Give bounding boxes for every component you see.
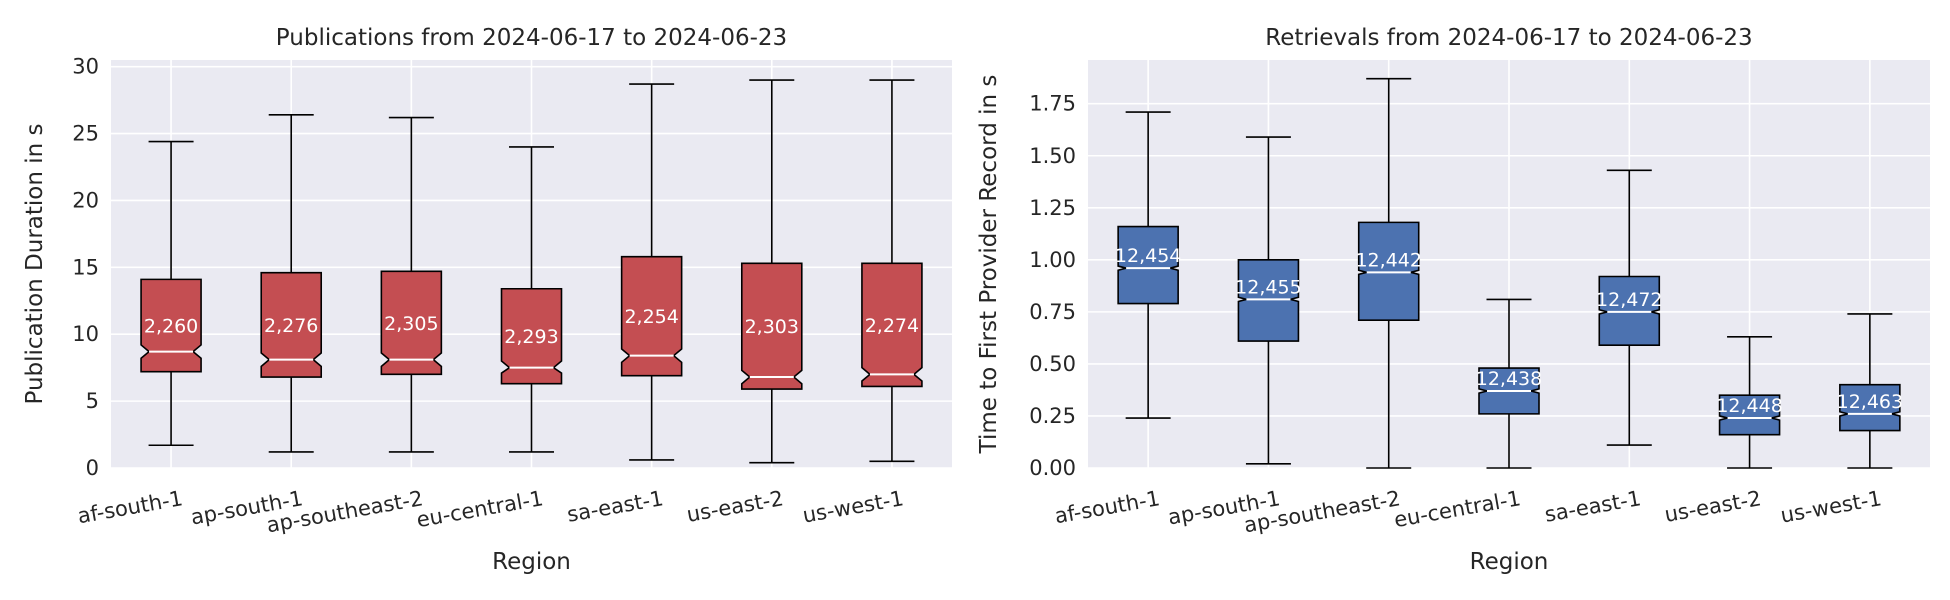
count-label: 12,442: [1355, 249, 1421, 271]
box-ap-southeast-2: [1357, 221, 1420, 322]
chart-panel-2: 0.00 0.25 0.50 0.75 1.00 1.25 1.50 1.75 af-south…: [976, 25, 1930, 575]
x-tick-label: af-south-1: [1053, 486, 1162, 528]
box-eu-central-1: [500, 287, 563, 385]
y-tick-label: 25: [72, 122, 99, 146]
count-label: 2,293: [504, 326, 558, 348]
count-label: 12,438: [1476, 368, 1542, 390]
y-tick-label: 5: [86, 389, 99, 413]
box-us-east-2: [740, 262, 803, 390]
box-us-west-1: [861, 262, 923, 388]
y-tick-label: 1.00: [1029, 248, 1076, 272]
y-axis-label: Publication Duration in s: [22, 124, 48, 405]
box-af-south-1: [140, 278, 202, 373]
box-sa-east-1: [620, 255, 683, 377]
y-axis-label: Time to First Provider Record in s: [976, 75, 1002, 455]
y-tick-label: 20: [72, 188, 99, 212]
count-label: 12,463: [1837, 391, 1903, 413]
box-ap-south-1: [260, 271, 323, 378]
count-label: 2,303: [745, 316, 799, 338]
count-label: 2,260: [144, 316, 198, 338]
x-tick-label: us-west-1: [801, 486, 906, 527]
box-af-south-1: [1117, 225, 1179, 305]
y-tick-label: 15: [72, 255, 99, 279]
count-label: 2,254: [624, 306, 678, 328]
box-us-west-1: [1839, 383, 1901, 432]
x-tick-label: af-south-1: [76, 486, 185, 528]
y-tick-label: 30: [72, 55, 99, 79]
count-label: 2,305: [384, 313, 438, 335]
count-label: 2,274: [865, 315, 919, 337]
count-label: 12,472: [1596, 289, 1662, 311]
x-tick-label: eu-central-1: [415, 486, 545, 532]
y-tick-label: 0.50: [1029, 352, 1076, 376]
x-tick-label: us-east-2: [1663, 486, 1763, 527]
box-us-east-2: [1718, 394, 1781, 436]
y-tick-label: 0.75: [1029, 300, 1076, 324]
x-axis-label: Region: [492, 549, 571, 575]
count-label: 12,454: [1115, 245, 1181, 267]
x-tick-label: eu-central-1: [1392, 486, 1522, 532]
chart-title: Retrievals from 2024-06-17 to 2024-06-23: [1265, 25, 1752, 51]
y-tick-label: 10: [72, 322, 99, 346]
x-tick-label: sa-east-1: [565, 486, 665, 527]
y-tick-label: 1.50: [1029, 144, 1076, 168]
box-ap-southeast-2: [380, 270, 443, 376]
box-sa-east-1: [1598, 275, 1661, 346]
box-ap-south-1: [1237, 259, 1300, 342]
count-label: 12,448: [1716, 395, 1782, 417]
y-tick-label: 0.25: [1029, 404, 1076, 428]
chart-title: Publications from 2024-06-17 to 2024-06-…: [276, 25, 787, 51]
x-axis-label: Region: [1470, 549, 1549, 575]
y-tick-label: 0.00: [1029, 456, 1076, 480]
count-label: 2,276: [264, 315, 318, 337]
y-tick-label: 0: [86, 456, 99, 480]
y-tick-label: 1.25: [1029, 196, 1076, 220]
y-tick-label: 1.75: [1029, 92, 1076, 116]
x-tick-label: sa-east-1: [1543, 486, 1643, 527]
x-tick-label: us-west-1: [1779, 486, 1884, 527]
x-tick-label: us-east-2: [685, 486, 785, 527]
count-label: 12,455: [1235, 276, 1301, 298]
